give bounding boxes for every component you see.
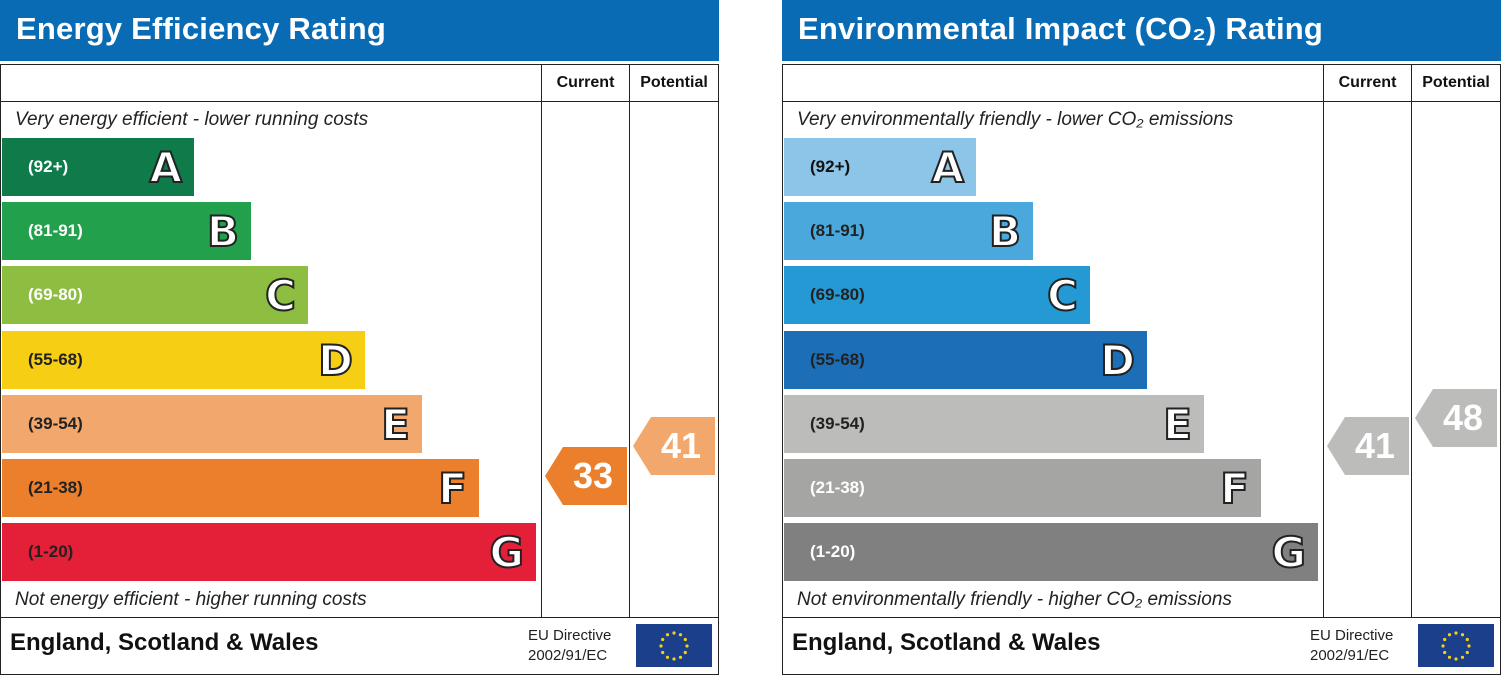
current-rating-marker: 33	[545, 446, 627, 505]
band-d: (55-68) D	[784, 330, 1147, 389]
band-f: (21-38) F	[784, 459, 1261, 517]
band-range-label: (21-38)	[810, 478, 865, 497]
band-letter: A	[148, 142, 182, 193]
band-letter: B	[988, 206, 1022, 257]
band-g: (1-20) G	[784, 523, 1318, 582]
band-range-label: (69-80)	[28, 285, 83, 305]
band-letter: F	[437, 463, 468, 514]
current-rating-marker: 41	[1327, 416, 1409, 475]
potential-rating-value: 48	[1442, 396, 1484, 438]
band-letter: G	[1271, 527, 1308, 578]
band-range-label: (1-20)	[28, 542, 74, 562]
divider	[541, 64, 542, 618]
potential-rating-marker: 41	[633, 416, 715, 475]
directive-line2: 2002/91/EC	[528, 647, 608, 664]
band-letter: B	[206, 206, 240, 257]
divider	[1323, 64, 1324, 618]
environmental-impact-panel: Environmental Impact (CO₂) Rating Curren…	[782, 0, 1501, 675]
column-header-potential: Potential	[1422, 74, 1490, 91]
band-range-label: (39-54)	[28, 413, 83, 433]
band-letter: E	[380, 399, 411, 450]
energy-efficiency-panel: Energy Efficiency Rating Current Potenti…	[0, 0, 719, 675]
band-letter: F	[1219, 463, 1250, 514]
divider	[1411, 64, 1412, 618]
band-g: (1-20) G	[2, 523, 536, 582]
region-label: England, Scotland & Wales	[10, 629, 319, 656]
divider	[0, 617, 719, 618]
panel-title: Energy Efficiency Rating	[16, 11, 387, 46]
band-e: (39-54) E	[2, 394, 422, 453]
band-e: (39-54) E	[784, 394, 1204, 453]
band-range-label: (55-68)	[810, 349, 865, 369]
current-rating-value: 33	[572, 454, 614, 496]
title-bar: Energy Efficiency Rating	[0, 0, 719, 61]
band-c: (69-80) C	[784, 266, 1090, 325]
directive-line1: EU Directive	[1310, 627, 1394, 644]
column-header-current: Current	[1338, 74, 1397, 91]
eu-flag-icon	[636, 624, 712, 667]
title-bar: Environmental Impact (CO₂) Rating	[782, 0, 1501, 61]
column-header-potential: Potential	[640, 74, 708, 91]
band-range-label: (92+)	[28, 157, 69, 176]
band-c: (69-80) C	[2, 266, 308, 325]
band-a: (92+) A	[784, 138, 976, 196]
directive-line2: 2002/91/EC	[1310, 647, 1390, 664]
band-range-label: (21-38)	[28, 478, 83, 497]
eu-flag-icon	[1418, 624, 1494, 667]
band-a: (92+) A	[2, 138, 194, 196]
band-f: (21-38) F	[2, 459, 479, 517]
bottom-caption: Not energy efficient - higher running co…	[15, 589, 367, 610]
band-range-label: (1-20)	[810, 542, 856, 562]
band-letter: G	[489, 527, 526, 578]
divider	[782, 617, 1501, 618]
divider	[782, 101, 1501, 102]
top-caption: Very energy efficient - lower running co…	[15, 109, 369, 130]
band-range-label: (81-91)	[810, 221, 865, 241]
directive-line1: EU Directive	[528, 627, 612, 644]
current-rating-value: 41	[1354, 424, 1396, 466]
band-b: (81-91) B	[784, 202, 1033, 261]
band-letter: D	[317, 335, 354, 386]
band-letter: C	[264, 270, 297, 321]
band-b: (81-91) B	[2, 202, 251, 261]
potential-rating-value: 41	[660, 424, 702, 466]
top-caption: Very environmentally friendly - lower CO…	[797, 109, 1234, 130]
region-label: England, Scotland & Wales	[792, 629, 1101, 656]
potential-rating-marker: 48	[1415, 388, 1497, 447]
band-letter: A	[930, 142, 964, 193]
divider	[629, 64, 630, 618]
band-d: (55-68) D	[2, 330, 365, 389]
band-range-label: (55-68)	[28, 349, 83, 369]
column-header-current: Current	[556, 74, 615, 91]
eu-directive: EU Directive 2002/91/EC	[528, 626, 611, 666]
panel-title: Environmental Impact (CO₂) Rating	[798, 11, 1324, 46]
divider	[0, 101, 719, 102]
band-range-label: (39-54)	[810, 413, 865, 433]
band-letter: D	[1099, 335, 1136, 386]
band-range-label: (92+)	[810, 157, 851, 176]
bottom-caption: Not environmentally friendly - higher CO…	[797, 589, 1232, 610]
eu-directive: EU Directive 2002/91/EC	[1310, 626, 1393, 666]
band-range-label: (69-80)	[810, 285, 865, 305]
band-range-label: (81-91)	[28, 221, 83, 241]
band-letter: E	[1162, 399, 1193, 450]
band-letter: C	[1046, 270, 1079, 321]
